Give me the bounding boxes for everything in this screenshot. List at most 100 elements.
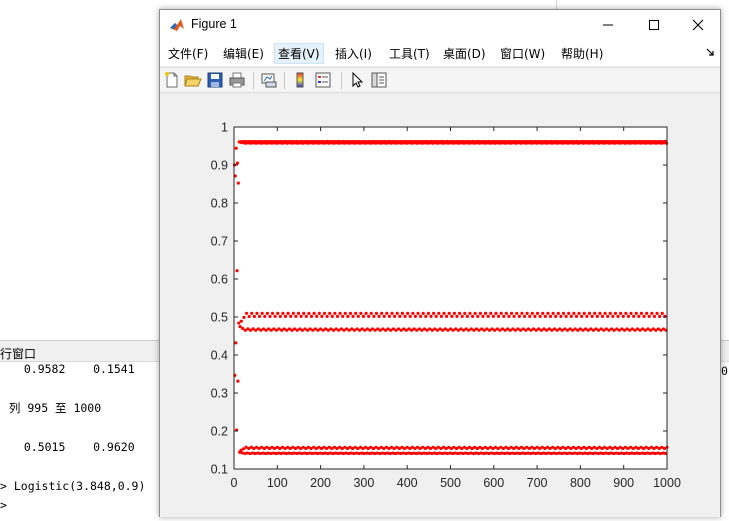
data-point bbox=[304, 446, 308, 451]
data-point bbox=[487, 328, 492, 332]
data-point bbox=[303, 327, 307, 331]
data-point bbox=[266, 451, 270, 455]
menu-edit[interactable]: 编辑(E) bbox=[223, 47, 264, 61]
data-point bbox=[643, 328, 647, 332]
minimize-button[interactable] bbox=[585, 10, 631, 40]
data-point bbox=[539, 451, 543, 456]
figure-titlebar[interactable]: Figure 1 bbox=[160, 10, 720, 40]
data-point bbox=[241, 326, 245, 331]
data-point bbox=[645, 451, 650, 455]
data-point bbox=[591, 451, 595, 456]
data-point bbox=[351, 314, 355, 319]
data-point bbox=[438, 451, 442, 455]
menu-desktop[interactable]: 桌面(D) bbox=[443, 47, 486, 61]
maximize-button[interactable] bbox=[631, 10, 677, 40]
data-point bbox=[432, 451, 437, 455]
data-point bbox=[407, 327, 411, 331]
data-point bbox=[549, 451, 553, 456]
data-point bbox=[571, 445, 576, 449]
data-point bbox=[377, 314, 381, 319]
data-point bbox=[260, 311, 264, 315]
dock-arrow-icon[interactable] bbox=[706, 48, 715, 57]
pointer-icon[interactable] bbox=[348, 71, 366, 89]
data-point bbox=[439, 446, 443, 451]
data-point bbox=[297, 451, 301, 455]
data-point bbox=[270, 445, 274, 449]
data-point bbox=[348, 445, 352, 449]
data-point bbox=[396, 327, 401, 331]
data-point bbox=[472, 328, 476, 332]
property-editor-icon[interactable] bbox=[370, 71, 388, 89]
data-point bbox=[461, 328, 466, 332]
data-point bbox=[274, 328, 279, 332]
data-point bbox=[246, 327, 250, 331]
data-point bbox=[306, 328, 310, 332]
print-icon[interactable] bbox=[228, 71, 246, 89]
data-point bbox=[447, 445, 451, 449]
data-point bbox=[340, 446, 344, 451]
data-point bbox=[587, 445, 591, 449]
data-point bbox=[370, 327, 375, 331]
logistic-map-plot[interactable]: 0 100 200 300 400 500 600 700 800 900 1000 0.1 0.2 0.… bbox=[160, 94, 720, 517]
data-point bbox=[467, 328, 471, 332]
link-plot-icon[interactable] bbox=[260, 71, 278, 89]
data-point bbox=[545, 328, 549, 332]
new-figure-icon[interactable] bbox=[163, 71, 181, 89]
data-point bbox=[552, 327, 557, 331]
data-point bbox=[364, 311, 368, 315]
menu-help[interactable]: 帮助(H) bbox=[561, 47, 604, 61]
data-point bbox=[281, 311, 285, 315]
data-point bbox=[660, 445, 664, 449]
menu-file[interactable]: 文件(F) bbox=[168, 47, 209, 61]
data-point bbox=[353, 445, 357, 449]
axes-background[interactable] bbox=[234, 127, 667, 469]
figure-window[interactable]: Figure 1 文件(F) 编辑(E) 查看(V) 插入(I) 工具(T) 桌… bbox=[159, 9, 721, 517]
data-point bbox=[316, 328, 320, 332]
data-point bbox=[313, 451, 317, 455]
data-point bbox=[500, 451, 504, 455]
menu-tools[interactable]: 工具(T) bbox=[389, 47, 430, 61]
data-point bbox=[513, 328, 518, 332]
save-icon[interactable] bbox=[206, 71, 224, 89]
data-point bbox=[599, 451, 603, 455]
data-point bbox=[256, 451, 260, 455]
data-point bbox=[418, 446, 422, 451]
data-point bbox=[525, 311, 529, 315]
data-point bbox=[616, 446, 620, 451]
data-point bbox=[276, 311, 280, 315]
menu-insert[interactable]: 插入(I) bbox=[335, 47, 372, 61]
data-point bbox=[590, 446, 594, 451]
data-point bbox=[401, 451, 405, 455]
data-point bbox=[354, 311, 358, 315]
data-point bbox=[490, 327, 494, 331]
data-point bbox=[459, 327, 463, 331]
data-point bbox=[648, 328, 653, 332]
data-point bbox=[581, 328, 585, 332]
data-point bbox=[597, 445, 602, 449]
data-point bbox=[336, 451, 340, 456]
data-point bbox=[534, 328, 538, 332]
menu-view[interactable]: 查看(V) bbox=[274, 43, 324, 64]
colorbar-icon[interactable] bbox=[291, 71, 309, 89]
data-point bbox=[245, 451, 250, 455]
data-point bbox=[602, 328, 606, 332]
data-point bbox=[292, 451, 296, 455]
menu-window[interactable]: 窗口(W) bbox=[500, 47, 546, 61]
data-point bbox=[435, 328, 440, 332]
data-point bbox=[270, 311, 275, 315]
data-point bbox=[578, 451, 582, 455]
open-file-icon[interactable] bbox=[184, 71, 202, 89]
data-point bbox=[491, 314, 495, 319]
data-point bbox=[322, 445, 326, 449]
data-point bbox=[516, 451, 520, 455]
legend-icon[interactable] bbox=[314, 71, 332, 89]
data-point bbox=[477, 328, 481, 332]
close-button[interactable] bbox=[675, 10, 721, 40]
data-point bbox=[254, 445, 259, 449]
data-point bbox=[566, 445, 570, 449]
data-point bbox=[542, 327, 546, 331]
data-point bbox=[286, 311, 290, 315]
data-point bbox=[328, 311, 332, 315]
cmd-prompt[interactable]: > bbox=[0, 498, 7, 512]
figure-canvas[interactable]: 0 100 200 300 400 500 600 700 800 900 1000 0.1 0.2 0.… bbox=[160, 94, 720, 517]
